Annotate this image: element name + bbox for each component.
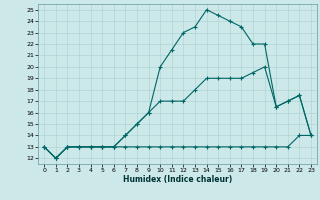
X-axis label: Humidex (Indice chaleur): Humidex (Indice chaleur) bbox=[123, 175, 232, 184]
